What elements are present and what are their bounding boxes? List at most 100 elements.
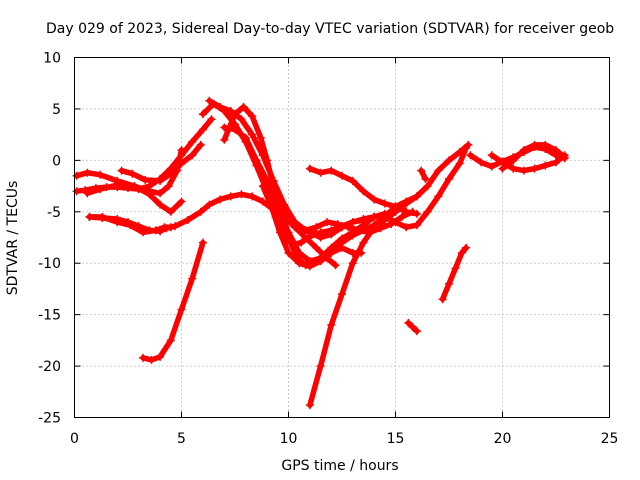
series-trace — [307, 145, 469, 241]
data-point-marker — [455, 159, 464, 168]
y-axis-label: SDTVAR / TECUs — [5, 181, 21, 296]
data-point-marker — [156, 176, 165, 185]
data-point-marker — [256, 133, 265, 142]
data-point-marker — [487, 162, 496, 171]
data-point-marker — [284, 228, 293, 237]
data-point-marker — [241, 135, 250, 144]
data-point-marker — [216, 102, 225, 111]
data-point-marker — [552, 146, 560, 155]
data-point-marker — [519, 146, 528, 155]
y-tick-label: 0 — [52, 153, 61, 169]
data-point-marker — [117, 166, 126, 175]
data-point-marker — [477, 158, 486, 167]
data-point-marker — [248, 192, 257, 201]
data-point-marker — [455, 148, 464, 157]
data-point-marker — [231, 110, 239, 119]
data-point-marker — [331, 261, 340, 270]
data-point-marker — [263, 176, 272, 185]
data-point-marker — [113, 181, 122, 190]
data-point-marker — [128, 169, 137, 178]
data-point-marker — [445, 156, 453, 165]
data-point-marker — [423, 207, 432, 216]
data-point-marker — [338, 243, 346, 252]
series-arc-23 — [498, 140, 569, 173]
data-point-marker — [151, 226, 160, 235]
series-arc-03 — [83, 181, 186, 216]
data-point-marker — [509, 164, 518, 173]
data-point-marker — [96, 185, 105, 194]
data-point-marker — [205, 200, 214, 209]
series-arc-15 — [305, 164, 421, 218]
data-point-marker — [316, 233, 325, 242]
data-point-marker — [560, 153, 569, 162]
data-point-marker — [177, 159, 186, 168]
data-point-marker — [402, 199, 411, 208]
data-point-marker — [359, 187, 368, 196]
x-tick-label: 20 — [494, 431, 512, 447]
data-point-marker — [327, 248, 336, 257]
data-point-marker — [402, 207, 411, 216]
data-point-marker — [327, 320, 336, 329]
data-point-marker — [316, 257, 325, 266]
data-point-marker — [380, 199, 389, 208]
data-point-marker — [408, 322, 417, 331]
data-point-marker — [338, 223, 346, 232]
data-point-marker — [83, 168, 92, 177]
x-tick-label: 25 — [601, 431, 619, 447]
data-point-marker — [156, 200, 165, 209]
x-tick-label: 15 — [387, 431, 405, 447]
y-tick-label: -10 — [38, 256, 61, 272]
series-arc-07 — [138, 238, 207, 364]
data-point-marker — [295, 248, 304, 257]
data-point-marker — [391, 218, 400, 227]
series-trace — [371, 142, 472, 230]
data-point-marker — [166, 207, 175, 216]
series-arc-18 — [417, 166, 430, 183]
chart-title: Day 029 of 2023, Sidereal Day-to-day VTE… — [46, 21, 614, 37]
data-point-marker — [305, 401, 314, 410]
data-point-marker — [530, 140, 539, 149]
data-point-marker — [275, 228, 284, 237]
data-point-marker — [327, 166, 336, 175]
data-point-marker — [541, 161, 550, 170]
x-tick-label: 0 — [70, 431, 79, 447]
data-point-marker — [327, 230, 336, 239]
data-point-marker — [138, 353, 147, 362]
x-axis-label: GPS time / hours — [281, 458, 398, 474]
data-point-marker — [552, 158, 560, 167]
data-point-marker — [348, 259, 357, 268]
series-trace — [118, 142, 204, 184]
data-point-marker — [397, 212, 406, 221]
data-point-marker — [451, 264, 460, 273]
data-point-marker — [85, 212, 94, 221]
data-point-marker — [370, 223, 379, 232]
data-point-marker — [412, 209, 421, 218]
data-point-marker — [126, 221, 135, 230]
data-point-marker — [412, 221, 421, 230]
data-point-marker — [412, 327, 421, 336]
data-point-marker — [188, 137, 197, 146]
data-point-marker — [205, 96, 214, 105]
data-point-marker — [72, 171, 81, 180]
data-series-group — [72, 96, 569, 410]
data-point-marker — [113, 218, 122, 227]
series-arc-06 — [85, 212, 175, 237]
data-point-marker — [312, 223, 321, 232]
data-point-marker — [541, 140, 550, 149]
data-point-marker — [316, 168, 325, 177]
data-point-marker — [239, 102, 248, 111]
series-arc-20 — [438, 243, 471, 304]
data-point-marker — [316, 362, 325, 371]
data-point-marker — [138, 228, 147, 237]
y-axis-ticks: 10 5 0 -5 -10 -15 -20 -25 — [38, 51, 610, 427]
data-point-marker — [207, 115, 216, 124]
data-point-marker — [445, 174, 453, 183]
data-point-marker — [359, 226, 368, 235]
data-point-marker — [412, 192, 421, 201]
data-point-marker — [198, 125, 207, 134]
data-point-marker — [370, 195, 379, 204]
data-point-marker — [466, 151, 475, 160]
data-point-marker — [164, 182, 173, 191]
data-point-marker — [177, 146, 186, 155]
